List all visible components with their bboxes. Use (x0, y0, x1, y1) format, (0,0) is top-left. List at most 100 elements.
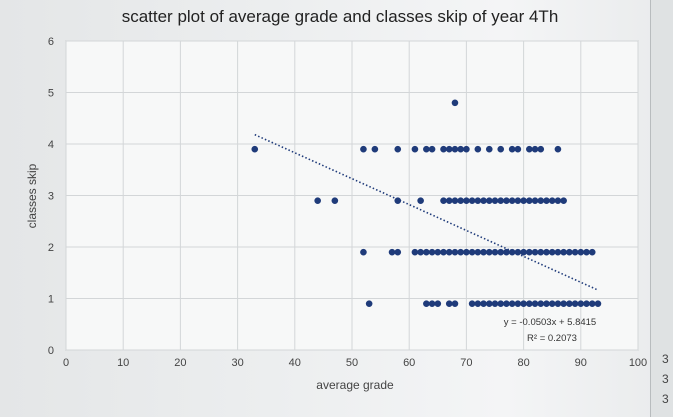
data-point (554, 145, 562, 153)
data-point (560, 300, 567, 307)
data-point (428, 300, 436, 307)
data-point (508, 300, 516, 307)
data-point (566, 248, 573, 256)
sheet-edge-label: 3 (662, 392, 669, 406)
data-point (360, 248, 367, 256)
data-point (526, 145, 533, 153)
data-point (594, 300, 602, 307)
data-point (451, 197, 459, 204)
data-point (451, 248, 459, 256)
x-tick-label: 80 (517, 357, 529, 369)
data-point (508, 197, 516, 204)
data-point (577, 300, 585, 307)
data-point (537, 197, 545, 204)
data-point (520, 197, 527, 204)
data-point (571, 300, 579, 307)
data-point (440, 145, 447, 153)
gridlines (65, 40, 639, 351)
data-point (508, 145, 516, 153)
data-point (543, 248, 550, 256)
x-tick-label: 30 (231, 357, 243, 369)
x-tick-label: 10 (117, 357, 129, 369)
data-point (503, 300, 510, 307)
y-tick-label: 3 (48, 191, 54, 203)
data-point (497, 197, 505, 204)
data-point (451, 99, 459, 107)
data-point (485, 145, 493, 153)
x-tick-label: 40 (289, 357, 301, 369)
data-point (411, 145, 419, 153)
data-point (445, 197, 453, 204)
data-points (251, 99, 602, 307)
y-tick-label: 0 (48, 345, 54, 357)
data-point (485, 197, 493, 204)
data-point (514, 248, 522, 256)
data-point (548, 248, 556, 256)
data-point (463, 248, 470, 256)
data-point (417, 197, 424, 204)
data-point (474, 145, 482, 153)
data-point (468, 197, 476, 204)
sheet-edge-label: 3 (662, 352, 669, 366)
data-point (497, 145, 505, 153)
data-point (474, 300, 482, 307)
data-point (480, 300, 487, 307)
data-point (560, 248, 567, 256)
data-point (526, 248, 533, 256)
data-point (514, 300, 522, 307)
data-point (497, 300, 505, 307)
data-point (531, 197, 539, 204)
data-point (566, 300, 573, 307)
data-point (588, 300, 596, 307)
data-point (457, 248, 464, 256)
data-point (474, 248, 482, 256)
x-tick-label: 90 (575, 357, 587, 369)
data-point (463, 197, 470, 204)
data-point (440, 248, 447, 256)
data-point (543, 197, 550, 204)
data-point (543, 300, 550, 307)
data-point (463, 145, 470, 153)
data-point (445, 145, 453, 153)
data-point (474, 197, 482, 204)
data-point (588, 248, 596, 256)
scatter-chart: 0 10 20 30 40 50 60 70 80 90 100 0 1 2 3 4 5 6 scatter p… (25, 7, 647, 392)
spreadsheet-edge (650, 0, 673, 417)
data-point (526, 197, 533, 204)
data-point (457, 197, 464, 204)
data-point (468, 248, 476, 256)
data-point (468, 300, 476, 307)
data-point (388, 248, 396, 256)
data-point (445, 300, 453, 307)
data-point (314, 197, 321, 204)
data-point (491, 197, 499, 204)
data-point (394, 145, 402, 153)
y-tick-label: 1 (48, 294, 54, 306)
data-point (491, 300, 499, 307)
data-point (503, 197, 510, 204)
data-point (394, 197, 402, 204)
data-point (360, 145, 367, 153)
data-point (251, 145, 259, 153)
data-point (434, 248, 442, 256)
data-point (548, 197, 556, 204)
data-point (554, 248, 562, 256)
y-tick-label: 2 (48, 242, 54, 254)
data-point (520, 300, 527, 307)
data-point (531, 248, 539, 256)
y-tick-label: 5 (48, 88, 54, 100)
data-point (491, 248, 499, 256)
data-point (423, 300, 430, 307)
x-tick-labels: 0 10 20 30 40 50 60 70 80 90 100 (63, 357, 647, 369)
data-point (451, 300, 459, 307)
data-point (508, 248, 516, 256)
data-point (577, 248, 585, 256)
data-point (514, 197, 522, 204)
data-point (445, 248, 453, 256)
data-point (548, 300, 556, 307)
data-point (457, 145, 464, 153)
data-point (537, 248, 545, 256)
data-point (423, 145, 430, 153)
sheet-edge-label: 3 (662, 372, 669, 386)
data-point (440, 197, 447, 204)
